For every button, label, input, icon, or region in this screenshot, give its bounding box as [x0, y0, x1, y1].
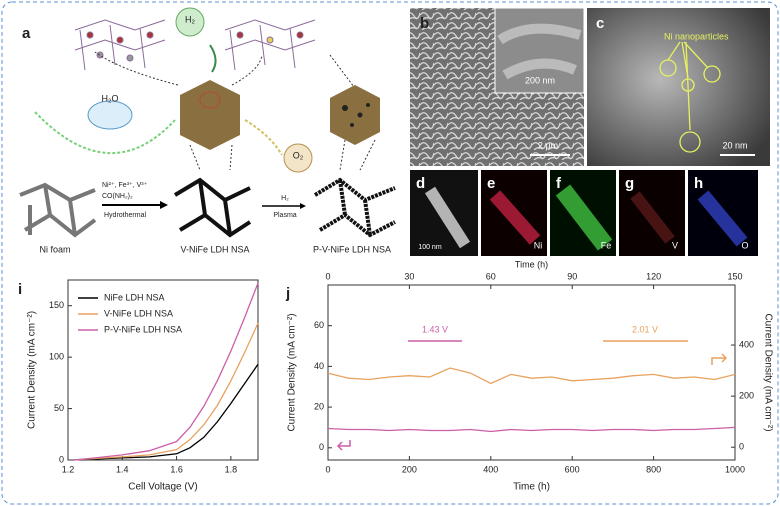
ni-foam	[19, 182, 97, 238]
product1-label: V-NiFe LDH NSA	[180, 244, 249, 254]
y-tick-label: 0	[59, 454, 64, 464]
scale-label: 20 nm	[722, 140, 747, 150]
element-label: V	[672, 240, 678, 250]
panel-label: g	[625, 175, 634, 192]
x2-tick-label: 150	[727, 271, 742, 281]
y2-axis-label: Current Density (mA cm⁻²)	[762, 313, 773, 431]
np-markers	[659, 41, 721, 153]
water-label: H₂O	[102, 93, 119, 103]
h2-label: H₂	[185, 14, 195, 24]
y-tick-label: 50	[54, 403, 64, 413]
p-ldh-hexagon	[330, 85, 380, 145]
x2-axis-label: Time (h)	[515, 259, 548, 269]
x-tick-label: 0	[325, 464, 330, 474]
y-axis-label: Current Density (mA cm⁻²)	[27, 311, 38, 429]
substrate-label: Ni foam	[39, 244, 70, 254]
panel-label: i	[18, 281, 22, 298]
x-tick-label: 1.8	[225, 464, 238, 474]
scale-label: 2 μm	[538, 140, 558, 150]
urea-label: CO(NH₂)₂	[102, 193, 133, 200]
annotation: 1.43 V	[422, 324, 448, 334]
element-label: O	[741, 240, 748, 250]
ldh-hexagon	[180, 80, 240, 150]
legend-label: P-V-NiFe LDH NSA	[104, 324, 182, 334]
y-tick-label: 100	[49, 352, 64, 362]
product2-label: P-V-NiFe LDH NSA	[313, 244, 391, 254]
x-axis-label: Cell Voltage (V)	[128, 482, 197, 493]
p-v-nife-network	[313, 177, 396, 238]
x-tick-label: 200	[402, 464, 417, 474]
y2-tick-label: 200	[739, 391, 754, 401]
legend-label: NiFe LDH NSA	[104, 292, 165, 302]
x-tick-label: 1.6	[170, 464, 183, 474]
element-label: Ni	[534, 240, 543, 250]
o2-label: O₂	[293, 150, 304, 160]
x-axis-label: Time (h)	[513, 482, 550, 493]
x2-tick-label: 30	[404, 271, 414, 281]
x-tick-label: 1.4	[116, 464, 129, 474]
y-axis-label: Current Density (mA cm⁻²)	[287, 313, 298, 431]
panel-label: j	[285, 285, 290, 302]
x-tick-label: 1.2	[62, 464, 75, 474]
water-swirl	[87, 100, 133, 130]
np-annotation: Ni nanoparticles	[664, 31, 729, 41]
guide-lines	[94, 51, 376, 171]
y-tick-label: 20	[314, 401, 324, 411]
y-tick-label: 60	[314, 320, 324, 330]
panel-label: c	[596, 15, 604, 32]
scale-label: 100 nm	[418, 244, 442, 251]
panel-label: d	[416, 175, 425, 192]
plot-frame	[327, 284, 736, 461]
v-nife-network	[173, 177, 252, 238]
y2-tick-label: 0	[739, 442, 744, 452]
data-line	[73, 282, 259, 461]
data-line	[327, 367, 736, 385]
h2-bubble	[175, 7, 205, 37]
panel-a: a H₂ H₂O O₂ Ni foam Ni²⁺, Fe³⁺, V³⁺ CO(N…	[19, 7, 396, 254]
panel-label: e	[487, 175, 495, 192]
panel-label: b	[420, 15, 429, 32]
y-tick-label: 40	[314, 361, 324, 371]
tem-image	[587, 8, 770, 166]
y2-tick-label: 400	[739, 339, 754, 349]
sem-inset	[494, 7, 585, 94]
x-tick-label: 400	[483, 464, 498, 474]
step1-label: Hydrothermal	[104, 212, 146, 219]
x2-tick-label: 0	[325, 271, 330, 281]
y-tick-label: 150	[49, 300, 64, 310]
x2-tick-label: 90	[567, 271, 577, 281]
panel-label: a	[22, 25, 31, 42]
element-label: Fe	[601, 240, 612, 250]
panel-label: f	[556, 175, 562, 192]
arrow	[209, 44, 217, 73]
data-line	[73, 322, 259, 461]
x2-tick-label: 120	[646, 271, 661, 281]
crystal	[74, 19, 316, 71]
precursor-label: Ni²⁺, Fe³⁺, V³⁺	[102, 182, 148, 189]
x2-tick-label: 60	[486, 271, 496, 281]
panel-label: h	[694, 175, 703, 192]
axis-arrow	[711, 353, 728, 365]
x-tick-label: 1000	[725, 464, 745, 474]
gas-label: H₂	[281, 195, 289, 202]
inset-scale: 200 nm	[525, 75, 555, 85]
axis-arrow	[336, 440, 351, 451]
step2-label: Plasma	[273, 212, 296, 219]
y-tick-label: 0	[319, 442, 324, 452]
data-line	[73, 363, 259, 461]
legend-label: V-NiFe LDH NSA	[104, 308, 173, 318]
annotation: 2.01 V	[632, 324, 658, 334]
x-tick-label: 600	[565, 464, 580, 474]
data-line	[327, 426, 736, 433]
x-tick-label: 800	[646, 464, 661, 474]
plot-frame	[67, 279, 259, 461]
